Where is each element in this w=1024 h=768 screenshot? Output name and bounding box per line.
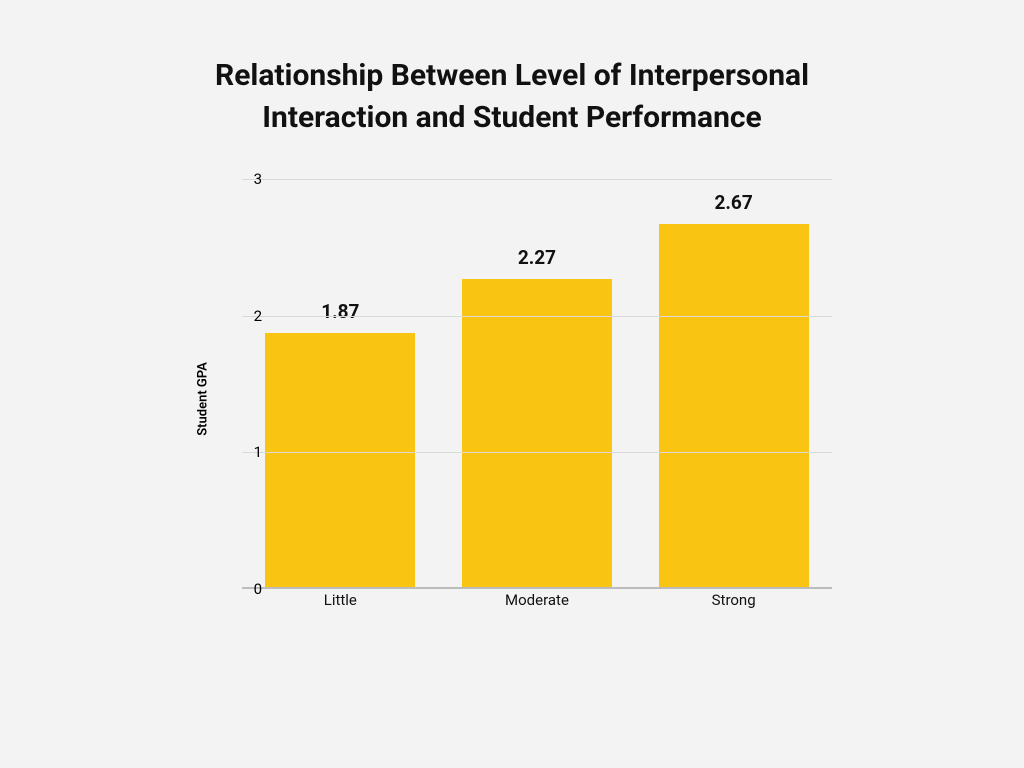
bar-value-label: 2.27 [518, 246, 556, 269]
chart-area: Student GPA 1.87 2.27 2.67 LittleModerateS… [162, 169, 862, 629]
y-axis-label: Student GPA [195, 362, 210, 436]
bar: 2.27 [462, 279, 612, 589]
bar-slot: 2.27 [439, 179, 636, 589]
gridline [242, 316, 832, 317]
x-labels: LittleModerateStrong [242, 591, 832, 609]
bar-value-label: 2.67 [715, 191, 753, 214]
x-tick-label: Moderate [439, 591, 636, 609]
gridline [242, 179, 832, 180]
x-tick-label: Strong [635, 591, 832, 609]
chart-title: Relationship Between Level of Interperso… [172, 55, 852, 139]
y-tick-label: 2 [254, 307, 262, 325]
bar-value-label: 1.87 [321, 300, 359, 323]
bar-slot: 1.87 [242, 179, 439, 589]
baseline [242, 587, 832, 589]
bars-group: 1.87 2.27 2.67 [242, 179, 832, 589]
plot-area: 1.87 2.27 2.67 [242, 179, 832, 589]
chart-container: Relationship Between Level of Interperso… [0, 0, 1024, 768]
y-tick-label: 1 [254, 443, 262, 461]
y-tick-label: 3 [254, 170, 262, 188]
x-tick-label: Little [242, 591, 439, 609]
y-tick-label: 0 [254, 580, 262, 598]
gridline [242, 452, 832, 453]
bar: 1.87 [265, 333, 415, 589]
bar: 2.67 [659, 224, 809, 589]
bar-slot: 2.67 [635, 179, 832, 589]
